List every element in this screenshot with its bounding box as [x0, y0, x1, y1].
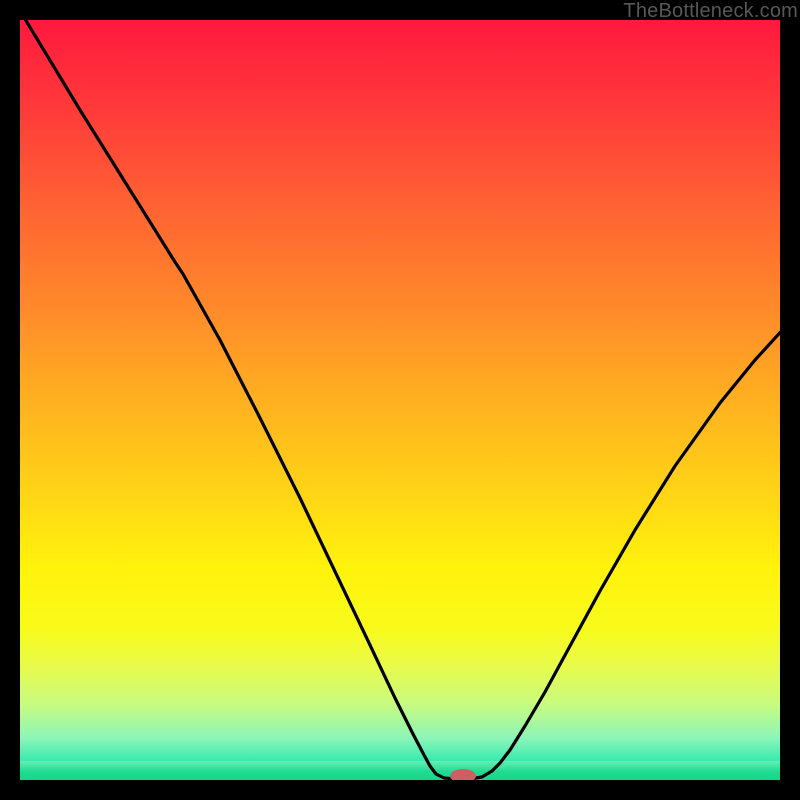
gradient-background [20, 20, 780, 780]
chart-frame: TheBottleneck.com [0, 0, 800, 800]
plot-svg [20, 20, 780, 780]
green-bottom-band [20, 761, 780, 780]
plot-area [20, 20, 780, 780]
